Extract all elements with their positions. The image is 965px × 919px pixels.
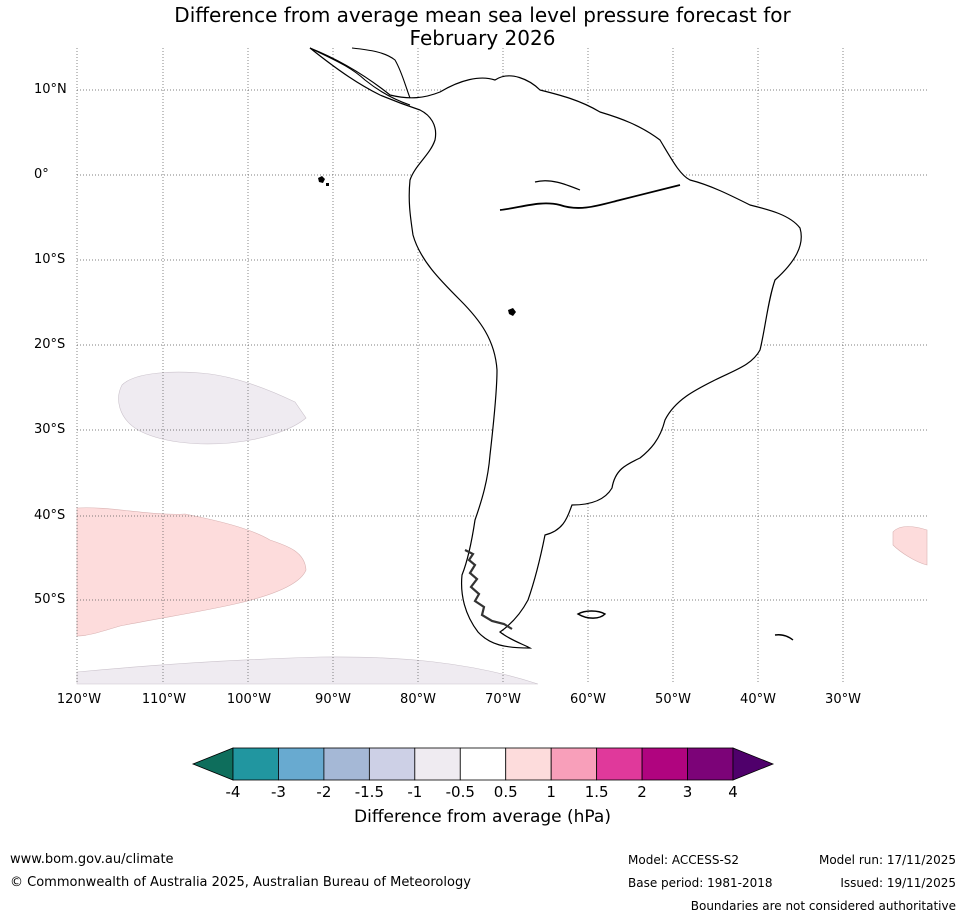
lat-label-10s: 10°S bbox=[34, 252, 66, 267]
lat-label-20s: 20°S bbox=[34, 337, 66, 352]
colorbar-segment bbox=[232, 747, 279, 781]
lon-label-120w: 120°W bbox=[56, 692, 102, 707]
colorbar-tick-label: -0.5 bbox=[445, 783, 475, 801]
colorbar-tick-label: 1 bbox=[546, 783, 556, 801]
lon-label-100w: 100°W bbox=[226, 692, 272, 707]
lat-label-30s: 30°S bbox=[34, 422, 66, 437]
lake-titicaca bbox=[508, 308, 516, 316]
lat-label-50s: 50°S bbox=[34, 592, 66, 607]
footer-model-run: Model run: 17/11/2025 bbox=[818, 853, 956, 867]
lon-label-70w: 70°W bbox=[485, 692, 521, 707]
map-title: Difference from average mean sea level p… bbox=[0, 4, 965, 50]
colorbar-tick-label: -1 bbox=[407, 783, 423, 801]
footer-model: Model: ACCESS-S2 bbox=[628, 853, 740, 867]
colorbar-segment bbox=[459, 747, 507, 781]
colorbar-tick-label: -1.5 bbox=[354, 783, 384, 801]
footer-disclaimer: Boundaries are not considered authoritat… bbox=[690, 899, 956, 913]
lat-label-40s: 40°S bbox=[34, 508, 66, 523]
colorbar-tick-label: 3 bbox=[682, 783, 693, 801]
lon-label-30w: 30°W bbox=[825, 692, 861, 707]
south-georgia bbox=[774, 634, 794, 641]
south-america-coastline bbox=[309, 47, 802, 649]
colorbar-tick-label: -2 bbox=[316, 783, 332, 801]
lon-label-90w: 90°W bbox=[315, 692, 351, 707]
colorbar-tick-label: 4 bbox=[728, 783, 738, 801]
lat-label-10n: 10°N bbox=[34, 82, 67, 97]
falkland-islands bbox=[576, 610, 607, 619]
amazon-river bbox=[499, 184, 681, 211]
lat-label-0: 0° bbox=[34, 167, 49, 182]
title-line-2: February 2026 bbox=[409, 26, 556, 50]
footer-copyright: © Commonwealth of Australia 2025, Austra… bbox=[10, 875, 471, 890]
galapagos-islands bbox=[318, 176, 329, 186]
anomaly-region-weak-negative-southern-ocean bbox=[76, 656, 539, 685]
colorbar-tick-label: 0.5 bbox=[493, 783, 518, 801]
colorbar-segment bbox=[596, 747, 643, 781]
colorbar-segment bbox=[550, 747, 598, 781]
anomaly-region-weak-positive-south-atlantic bbox=[892, 526, 928, 566]
colorbar-segment bbox=[278, 747, 325, 781]
colorbar-extend-high bbox=[732, 747, 775, 781]
colorbar-segment bbox=[505, 747, 552, 781]
footer-base-period: Base period: 1981-2018 bbox=[628, 876, 773, 890]
lon-label-40w: 40°W bbox=[740, 692, 776, 707]
anomaly-region-weak-positive-south-pacific bbox=[76, 507, 307, 637]
lon-label-60w: 60°W bbox=[570, 692, 606, 707]
central-america-coastline bbox=[309, 47, 411, 106]
orinoco-river bbox=[534, 180, 581, 191]
colorbar-segment bbox=[323, 747, 370, 781]
colorbar-tick-label: 2 bbox=[637, 783, 647, 801]
lon-label-110w: 110°W bbox=[141, 692, 187, 707]
colorbar-segment bbox=[641, 747, 688, 781]
footer-issued: Issued: 19/11/2025 bbox=[840, 876, 956, 890]
title-line-1: Difference from average mean sea level p… bbox=[174, 3, 791, 27]
chilean-fjords bbox=[464, 549, 513, 630]
colorbar-segment bbox=[368, 747, 416, 781]
colorbar-tick-label: 1.5 bbox=[584, 783, 609, 801]
colorbar-tick-label: -4 bbox=[225, 783, 241, 801]
colorbar-extend-low bbox=[191, 747, 234, 781]
lon-label-50w: 50°W bbox=[655, 692, 691, 707]
colorbar-segment bbox=[687, 747, 734, 781]
colorbar-tick-label: -3 bbox=[270, 783, 286, 801]
colorbar-title: Difference from average (hPa) bbox=[354, 807, 611, 827]
colorbar-segment bbox=[414, 747, 461, 781]
lon-label-80w: 80°W bbox=[400, 692, 436, 707]
footer-website: www.bom.gov.au/climate bbox=[10, 852, 174, 867]
